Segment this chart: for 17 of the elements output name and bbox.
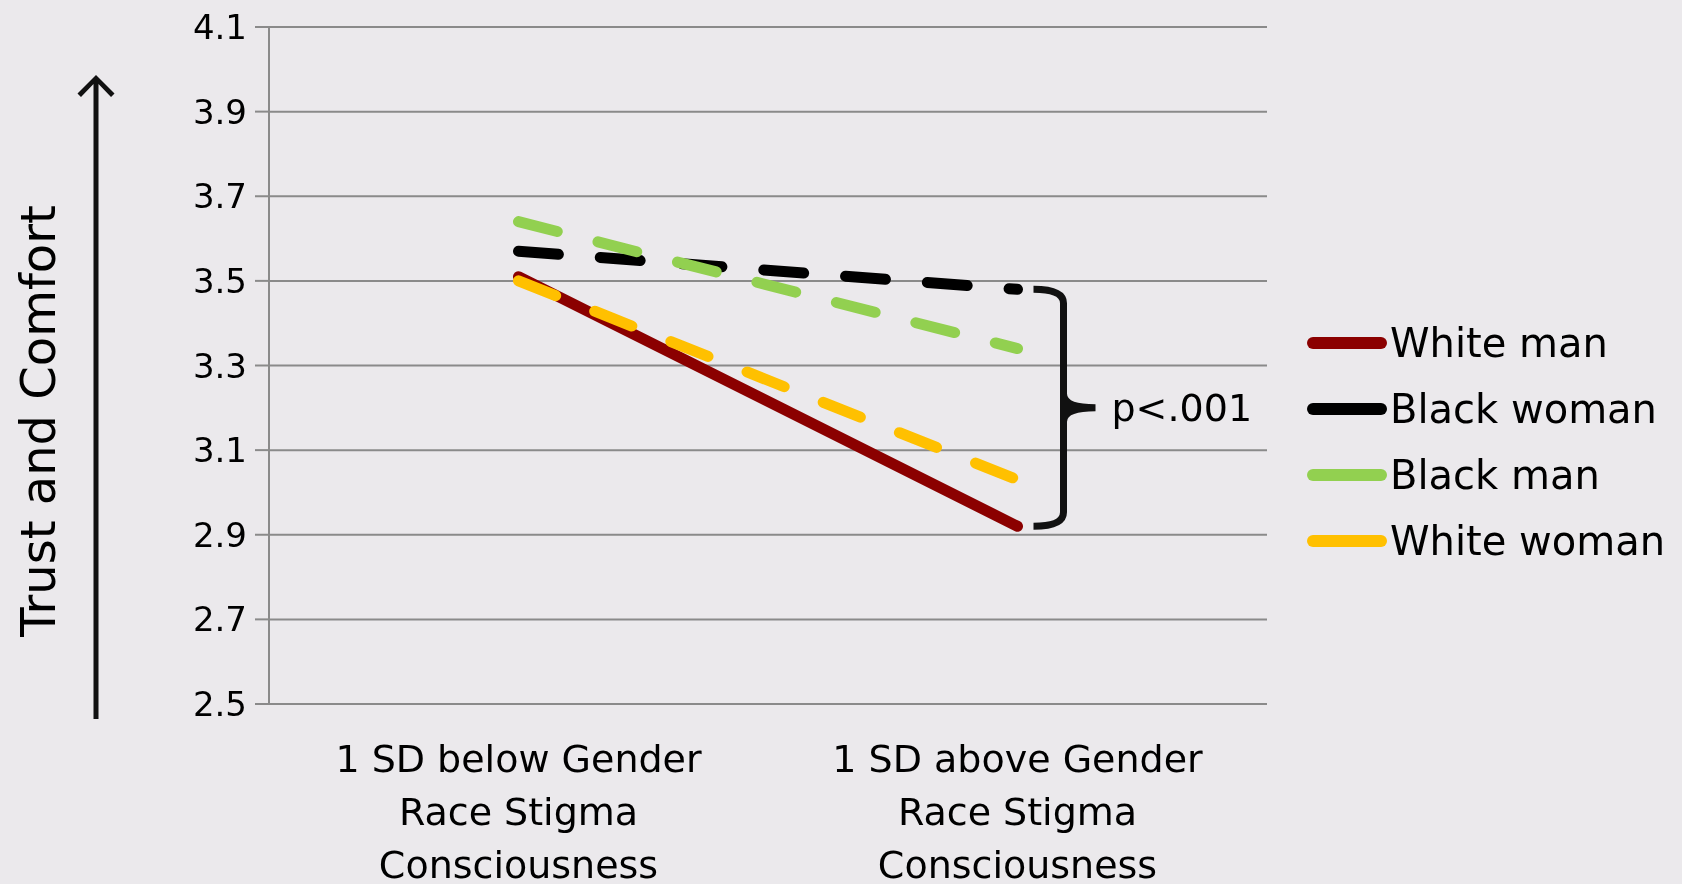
annotation: p<.001 xyxy=(1111,385,1253,430)
x-tick-label: 1 SD above Gender Race Stigma Consciousness xyxy=(832,737,1204,884)
x-tick-label: 1 SD below Gender Race Stigma Consciousness xyxy=(335,737,702,884)
y-tick-label: 3.3 xyxy=(192,345,247,386)
legend-label: Black man xyxy=(1390,452,1600,498)
y-tick-label: 2.5 xyxy=(192,684,247,725)
y-tick-label: 2.9 xyxy=(192,514,247,555)
y-tick-label: 3.5 xyxy=(192,260,247,301)
y-tick-label: 3.7 xyxy=(192,176,247,217)
y-tick-label: 4.1 xyxy=(192,7,247,48)
legend-label: White man xyxy=(1390,320,1608,366)
y-tick-label: 2.7 xyxy=(192,599,247,640)
legend-label: Black woman xyxy=(1390,386,1657,432)
y-axis-title: Trust and Comfort xyxy=(10,205,66,638)
y-tick-label: 3.1 xyxy=(192,430,247,471)
y-tick-label: 3.9 xyxy=(192,91,247,132)
legend-label: White woman xyxy=(1390,518,1666,564)
